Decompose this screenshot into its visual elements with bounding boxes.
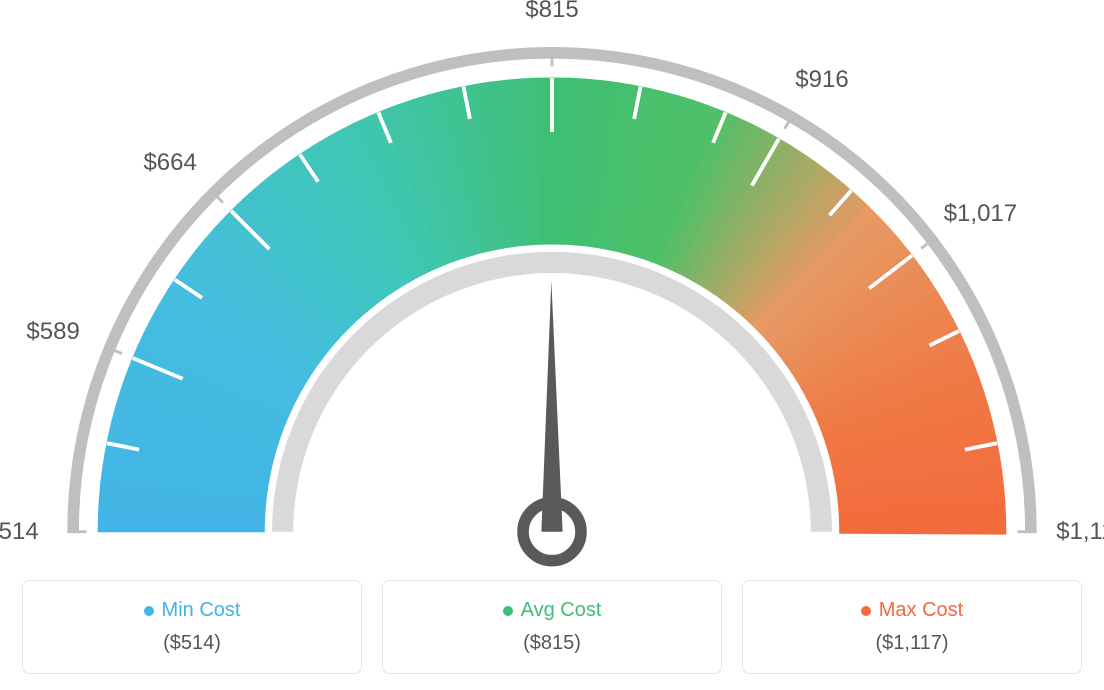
legend-value-min: ($514) [163,632,221,655]
legend-header-min: Min Cost [144,599,241,622]
gauge-tick-label: $815 [525,0,578,24]
gauge-tick-label: $589 [26,318,79,346]
legend-dot-min [144,606,154,616]
legend-card-max: Max Cost ($1,117) [742,580,1082,674]
legend-value-max: ($1,117) [875,632,948,655]
legend-header-avg: Avg Cost [503,599,602,622]
legend-label-avg: Avg Cost [521,599,602,622]
gauge-container: $514$589$664$815$916$1,017$1,117 [22,20,1082,580]
gauge-tick-label: $514 [0,518,39,546]
legend-dot-max [861,606,871,616]
gauge-tick-label: $1,017 [944,200,1017,228]
gauge-tick-label: $1,117 [1056,518,1104,546]
gauge-needle [541,281,562,532]
legend-dot-avg [503,606,513,616]
gauge-svg [22,20,1082,580]
gauge-tick-label: $664 [143,149,196,177]
legend-row: Min Cost ($514) Avg Cost ($815) Max Cost… [22,580,1082,674]
gauge-tick-label: $916 [795,66,848,94]
legend-header-max: Max Cost [861,599,963,622]
legend-card-min: Min Cost ($514) [22,580,362,674]
legend-card-avg: Avg Cost ($815) [382,580,722,674]
legend-label-max: Max Cost [879,599,963,622]
legend-label-min: Min Cost [162,599,241,622]
legend-value-avg: ($815) [523,632,581,655]
